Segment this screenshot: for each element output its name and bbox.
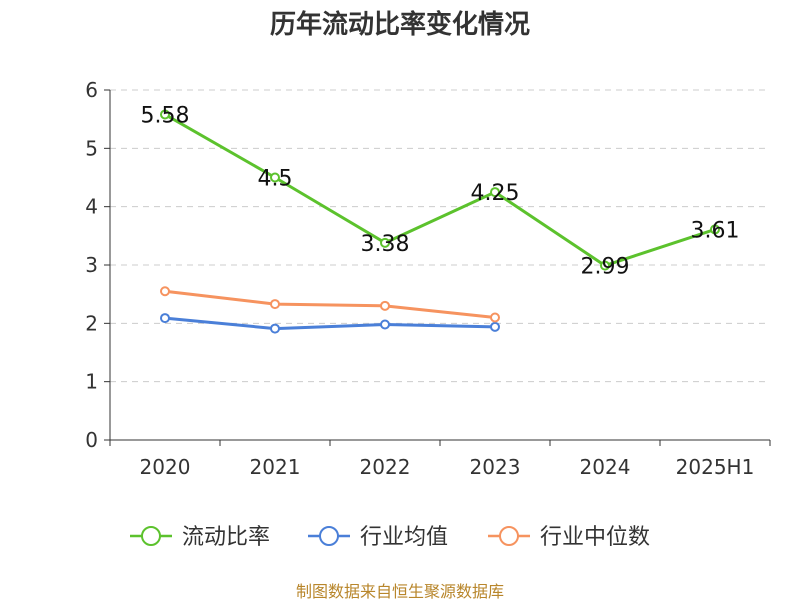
data-point[interactable]: [490, 312, 500, 323]
data-point[interactable]: [270, 323, 280, 334]
data-labels: 5.58 4.5 3.38 4.25 2.99 3.61: [141, 104, 740, 280]
data-label: 4.25: [471, 181, 520, 206]
data-label: 5.58: [141, 104, 190, 129]
data-label: 4.5: [258, 167, 293, 192]
legend-swatch-marker: [141, 526, 161, 546]
legend-item-2[interactable]: 行业均值: [308, 525, 448, 550]
y-tick-label: 5: [85, 136, 98, 160]
data-point[interactable]: [270, 299, 280, 310]
data-point[interactable]: [380, 237, 390, 248]
data-point[interactable]: [160, 313, 170, 324]
x-tick-label: 2024: [580, 455, 631, 479]
data-point[interactable]: [160, 109, 170, 120]
x-tick-label: 2025H1: [676, 455, 755, 479]
data-point[interactable]: [490, 321, 500, 332]
y-tick-label: 2: [85, 311, 98, 335]
data-point[interactable]: [380, 319, 390, 330]
y-tick-label: 6: [85, 78, 98, 102]
data-point[interactable]: [270, 172, 280, 183]
data-point[interactable]: [600, 260, 610, 271]
x-tick-label: 2023: [470, 455, 521, 479]
series-line-1: [164, 113, 716, 268]
grid-lines: [110, 89, 770, 383]
chart-title: 历年流动比率变化情况: [269, 10, 530, 40]
data-label: 2.99: [581, 255, 630, 280]
data-point[interactable]: [490, 187, 500, 198]
legend-label: 行业均值: [360, 525, 448, 550]
series-lines: [160, 109, 720, 334]
axes: 0 1 2 3 4 5 6 2020 2021 2022 2023 2024 2025H1: [85, 78, 771, 479]
legend-label: 流动比率: [182, 525, 270, 550]
legend-swatch-marker: [499, 526, 519, 546]
data-point[interactable]: [710, 224, 720, 235]
y-tick-label: 1: [85, 370, 98, 394]
data-point[interactable]: [380, 300, 390, 311]
x-tick-label: 2022: [360, 455, 411, 479]
legend-item-3[interactable]: 行业中位数: [488, 525, 650, 550]
legend-item-1[interactable]: 流动比率: [130, 525, 270, 550]
y-tick-label: 3: [85, 253, 98, 277]
legend[interactable]: 流动比率 行业均值 行业中位数: [130, 525, 650, 550]
x-tick-label: 2021: [250, 455, 301, 479]
data-label: 3.38: [361, 232, 410, 257]
data-point[interactable]: [160, 286, 170, 297]
data-label: 3.61: [691, 218, 740, 243]
source-note: 制图数据来自恒生聚源数据库: [295, 582, 504, 601]
x-tick-label: 2020: [140, 455, 191, 479]
y-tick-label: 0: [85, 428, 98, 452]
legend-swatch-marker: [319, 526, 339, 546]
legend-label: 行业中位数: [540, 525, 650, 550]
series-line-3: [164, 289, 496, 319]
series-line-2: [164, 316, 496, 331]
y-tick-label: 4: [85, 195, 98, 219]
